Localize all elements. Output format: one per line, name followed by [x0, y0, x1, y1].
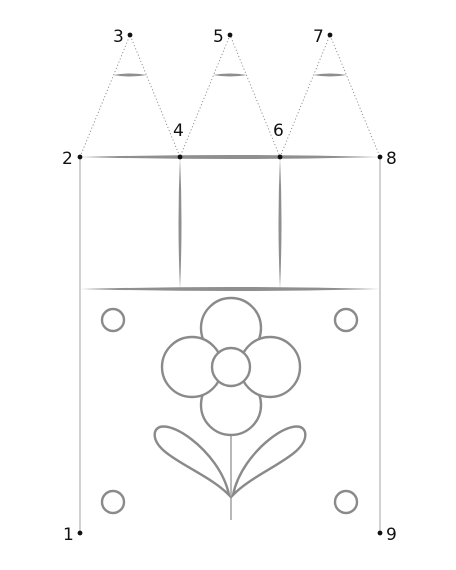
flower-center	[210, 346, 252, 388]
flower-drawing	[153, 296, 307, 520]
roof-guide-lines	[79, 33, 381, 159]
dot-label-2: 2	[62, 149, 73, 169]
tower-side-lines	[79, 157, 381, 533]
dot-5	[227, 32, 233, 38]
dot-9	[377, 530, 383, 536]
dot-2	[77, 154, 83, 160]
dot-label-6: 6	[273, 121, 284, 141]
flower-leaf-right	[231, 425, 307, 499]
dot-label-7: 7	[313, 27, 324, 47]
tower-brush-strokes	[80, 73, 380, 291]
dot-7	[327, 32, 333, 38]
dot-4	[177, 154, 183, 160]
dot-label-9: 9	[386, 525, 397, 545]
dot-label-3: 3	[113, 27, 124, 47]
dot-label-4: 4	[173, 121, 184, 141]
dot-label-1: 1	[63, 525, 74, 545]
dot-3	[127, 32, 133, 38]
dot-8	[377, 154, 383, 160]
dot-label-8: 8	[386, 149, 397, 169]
dot-1	[77, 530, 83, 536]
flower-leaf-left	[153, 425, 231, 499]
dot-6	[277, 154, 283, 160]
wall-rivets	[100, 307, 359, 515]
numbered-dots: 1 2 3 4 5 6 7 8 9	[62, 27, 397, 545]
dot-label-5: 5	[213, 27, 224, 47]
